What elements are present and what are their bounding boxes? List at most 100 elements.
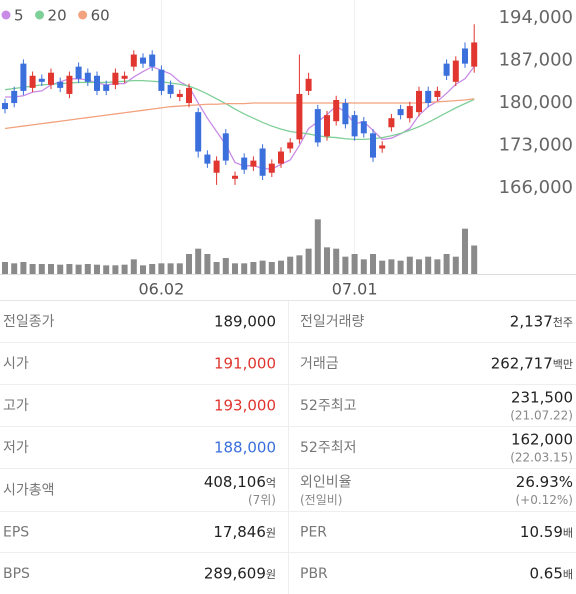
candle-body — [443, 63, 450, 76]
volume-bar — [324, 247, 330, 274]
candle-body — [66, 75, 73, 94]
candle-body — [213, 160, 220, 173]
volume-bar — [462, 228, 468, 274]
stat-label-sub: (전일비) — [300, 493, 342, 507]
stat-value: 2,137 — [510, 313, 553, 331]
volume-bar — [2, 262, 8, 274]
volume-bar — [342, 256, 349, 274]
candle-body — [259, 148, 266, 176]
stat-value: 26.93% — [516, 473, 573, 491]
volume-bar — [121, 264, 128, 274]
volume-bar — [333, 248, 340, 274]
volume-bar — [66, 264, 73, 274]
stat-value: 193,000 — [214, 397, 276, 415]
volume-bar — [167, 263, 174, 274]
candle-body — [268, 163, 275, 173]
candle-body — [204, 154, 211, 164]
volume-bar — [140, 265, 146, 274]
candle-body — [278, 151, 284, 164]
candle-body — [305, 78, 312, 91]
candle-body — [75, 66, 82, 79]
stat-label: 거래금 — [300, 356, 339, 372]
volume-bar — [416, 259, 422, 274]
volume-bar — [48, 264, 54, 274]
stat-label: 전일종가 — [3, 314, 55, 330]
stat-sub: (21.07.22) — [510, 409, 573, 423]
candle-body — [241, 157, 248, 170]
stat-value: 0.65 — [529, 565, 562, 583]
candle-body — [158, 69, 165, 91]
y-tick-label: 173,000 — [499, 134, 573, 155]
y-tick-label: 166,000 — [499, 177, 573, 198]
volume-bar — [84, 264, 91, 274]
volume-bar — [75, 264, 82, 274]
volume-bar — [29, 264, 36, 274]
stat-unit: 억 — [266, 477, 276, 490]
candle-body — [250, 160, 257, 167]
volume-bar — [38, 264, 45, 274]
volume-bar — [397, 260, 404, 274]
volume-bar — [112, 265, 119, 274]
y-tick-label: 180,000 — [499, 92, 573, 113]
candle-body — [406, 106, 413, 119]
candle-body — [370, 133, 376, 158]
candle-body — [416, 90, 422, 113]
stat-label: 외인비율 — [300, 475, 352, 491]
volume-bar — [434, 259, 441, 274]
y-tick-label: 194,000 — [499, 7, 573, 28]
candle-body — [103, 84, 110, 91]
volume-bar — [241, 263, 248, 274]
legend-label: 60 — [91, 7, 110, 25]
x-tick-label: 06.02 — [138, 280, 184, 299]
volume-bar — [195, 248, 202, 274]
candle-body — [11, 90, 18, 104]
candle-body — [112, 72, 119, 85]
volume-bar — [149, 264, 156, 274]
stat-label: 시가총액 — [3, 483, 55, 499]
candle-body — [186, 87, 192, 104]
candle-body — [149, 54, 156, 67]
candle-body — [48, 72, 54, 85]
candle-body — [140, 57, 146, 64]
candle-body — [195, 112, 202, 152]
stat-sub: (+0.12%) — [515, 493, 573, 507]
candle-body — [121, 75, 128, 79]
stat-value: 262,717 — [491, 355, 553, 373]
candle-body — [29, 75, 36, 88]
legend-dot — [1, 10, 11, 20]
stat-label: 52주최고 — [300, 398, 357, 414]
legend-label: 20 — [48, 7, 67, 25]
y-tick-label: 187,000 — [499, 50, 573, 71]
volume-bar — [213, 262, 220, 274]
stat-unit: 백만 — [553, 358, 573, 371]
stat-unit: 배 — [563, 568, 573, 581]
legend-label: 5 — [14, 7, 24, 25]
ma-line — [5, 65, 475, 170]
volume-bar — [370, 254, 376, 274]
stat-value: 191,000 — [214, 355, 276, 373]
volume-bar — [259, 260, 266, 274]
candle-body — [167, 84, 174, 94]
volume-bar — [158, 263, 165, 274]
stat-value: 17,846 — [213, 523, 266, 541]
stat-value: 162,000 — [511, 431, 573, 449]
stat-label: PBR — [300, 566, 328, 582]
candle-body — [287, 142, 294, 149]
candle-body — [333, 100, 340, 122]
volume-bar — [351, 254, 358, 274]
candle-body — [130, 54, 137, 67]
candle-body — [38, 78, 45, 82]
x-tick-label: 07.01 — [332, 280, 378, 299]
volume-bar — [471, 245, 478, 274]
stat-label: 52주최저 — [300, 440, 356, 456]
candle-body — [452, 60, 459, 82]
candle-body — [176, 93, 183, 97]
candle-body — [324, 115, 330, 137]
volume-bar — [360, 259, 367, 274]
stat-value: 408,106 — [204, 473, 266, 491]
candle-body — [462, 48, 468, 64]
volume-bar — [425, 256, 432, 274]
stat-label: PER — [300, 525, 327, 541]
candle-body — [57, 81, 64, 88]
